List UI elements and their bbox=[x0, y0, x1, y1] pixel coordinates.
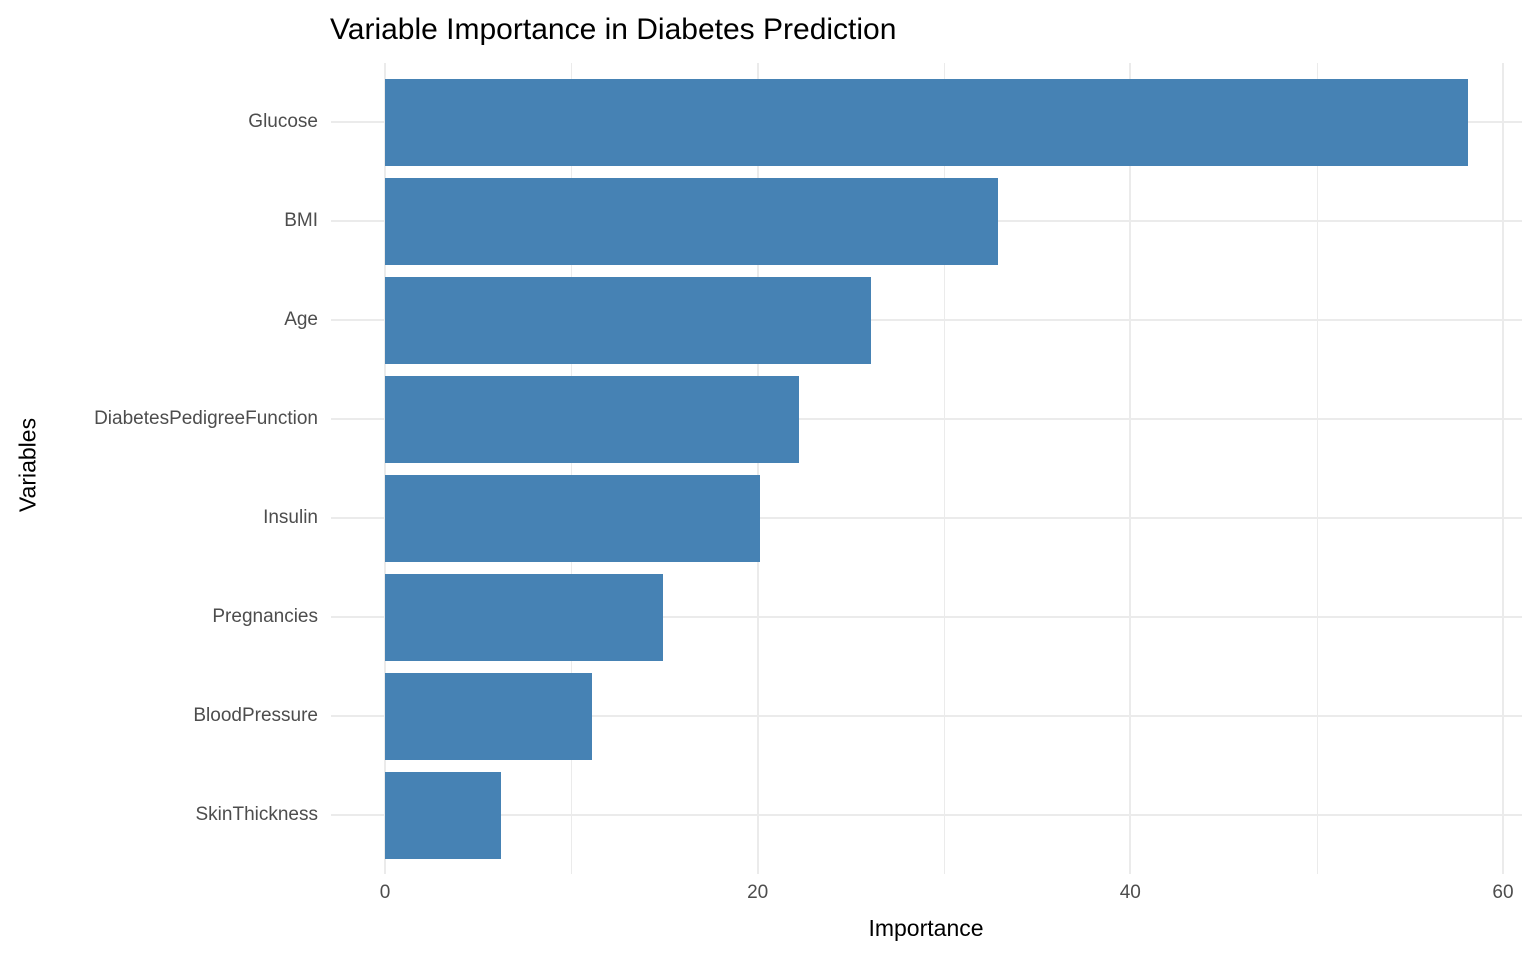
y-tick-label: BMI bbox=[284, 210, 318, 231]
gridline-major bbox=[756, 63, 759, 874]
gridline-horizontal bbox=[331, 616, 1522, 618]
chart-title: Variable Importance in Diabetes Predicti… bbox=[330, 13, 897, 46]
gridline-horizontal bbox=[331, 715, 1522, 717]
bar-BloodPressure bbox=[385, 672, 592, 760]
y-tick-label: SkinThickness bbox=[195, 804, 319, 825]
gridline-minor bbox=[943, 63, 945, 874]
y-tick-label: Insulin bbox=[263, 507, 318, 528]
x-tick-label: 40 bbox=[1119, 882, 1141, 903]
y-tick-label: Pregnancies bbox=[212, 606, 318, 627]
plot-panel bbox=[331, 63, 1522, 874]
bar-Pregnancies bbox=[385, 573, 663, 661]
bar-DiabetesPedigreeFunction bbox=[385, 375, 799, 463]
gridline-major bbox=[384, 63, 386, 874]
gridline-horizontal bbox=[331, 418, 1522, 420]
gridline-minor bbox=[571, 63, 573, 874]
bar-SkinThickness bbox=[385, 771, 501, 859]
gridline-minor bbox=[1316, 63, 1318, 874]
gridline-horizontal bbox=[331, 517, 1522, 519]
y-tick-label: DiabetesPedigreeFunction bbox=[94, 408, 318, 429]
x-tick-label: 20 bbox=[747, 882, 769, 903]
x-tick-label: 60 bbox=[1492, 882, 1514, 903]
x-axis-title: Importance bbox=[868, 915, 984, 941]
y-tick-label: Glucose bbox=[248, 111, 318, 132]
bar-Insulin bbox=[385, 474, 760, 562]
gridline-major bbox=[1501, 63, 1504, 874]
gridline-horizontal bbox=[331, 814, 1522, 816]
bar-BMI bbox=[385, 177, 999, 265]
x-tick-label: 0 bbox=[379, 882, 391, 903]
y-tick-label: BloodPressure bbox=[193, 705, 318, 726]
gridline-major bbox=[1129, 63, 1132, 874]
bar-Age bbox=[385, 276, 872, 364]
y-tick-label: Age bbox=[284, 309, 318, 330]
gridline-horizontal bbox=[331, 319, 1522, 321]
y-axis-title: Variables bbox=[14, 417, 41, 513]
bar-Glucose bbox=[385, 78, 1468, 166]
